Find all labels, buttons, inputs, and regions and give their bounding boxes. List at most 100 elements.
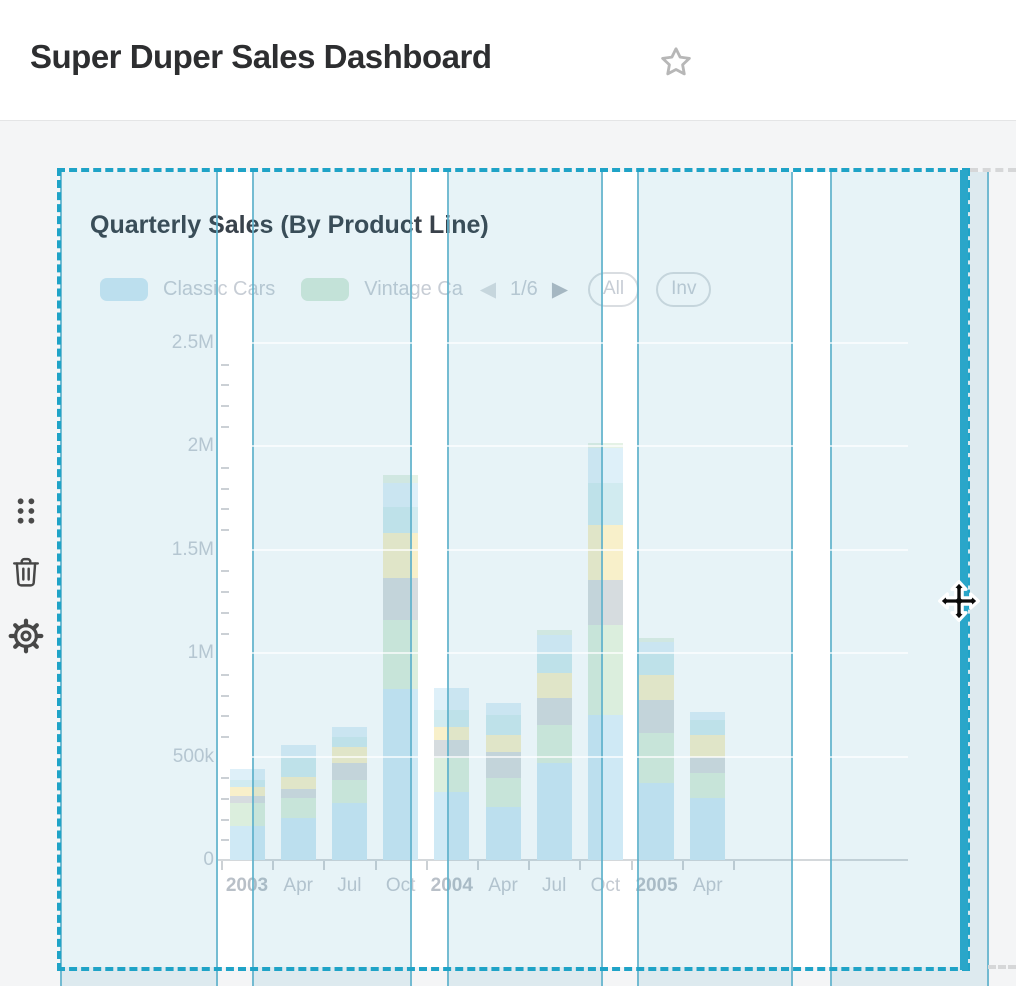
legend-prev-icon[interactable]: ◀ xyxy=(479,277,496,301)
bar-segment[interactable] xyxy=(536,629,572,635)
y-axis-minor-tick xyxy=(221,715,229,718)
y-axis-minor-tick xyxy=(221,529,229,532)
y-axis-label: 2.5M xyxy=(171,332,214,353)
x-axis-tick xyxy=(221,861,223,870)
legend-swatch xyxy=(301,277,350,301)
y-axis-label: 1.5M xyxy=(171,538,214,560)
bar-segment[interactable] xyxy=(331,779,367,803)
x-axis-tick xyxy=(374,861,377,870)
bar-segment[interactable] xyxy=(639,674,675,700)
gear-icon[interactable] xyxy=(8,618,44,654)
x-axis-tick xyxy=(733,861,735,870)
bar-segment[interactable] xyxy=(383,506,419,533)
bar-segment[interactable] xyxy=(229,769,265,780)
bar-segment[interactable] xyxy=(280,776,316,789)
y-axis-minor-tick xyxy=(221,405,229,408)
bar-segment[interactable] xyxy=(434,727,470,741)
bar-segment[interactable] xyxy=(536,763,572,860)
bar-segment[interactable] xyxy=(690,719,726,736)
bar-segment[interactable] xyxy=(639,642,675,653)
bar-segment[interactable] xyxy=(690,711,726,720)
x-axis-label: Oct xyxy=(385,875,416,896)
page-title[interactable]: Super Duper Sales Dashboard xyxy=(30,38,492,75)
bar-segment[interactable] xyxy=(690,772,726,798)
bar-segment[interactable] xyxy=(639,638,675,643)
legend-item[interactable]: Vintage Ca xyxy=(301,277,463,301)
bar-segment[interactable] xyxy=(280,757,316,777)
card-title[interactable]: Quarterly Sales (By Product Line) xyxy=(90,211,489,239)
bar-segment[interactable] xyxy=(229,826,265,860)
bar-segment[interactable] xyxy=(383,474,419,483)
bar-segment[interactable] xyxy=(485,735,521,753)
bar-segment[interactable] xyxy=(536,724,572,763)
y-axis-minor-tick xyxy=(221,570,229,573)
bar-segment[interactable] xyxy=(639,783,675,860)
card-resize-edge[interactable] xyxy=(960,170,968,970)
bar-segment[interactable] xyxy=(280,788,316,798)
bar-segment[interactable] xyxy=(587,524,623,580)
bar-segment[interactable] xyxy=(229,786,265,797)
bar-segment[interactable] xyxy=(690,735,726,757)
x-axis-tick xyxy=(425,861,428,870)
bar-segment[interactable] xyxy=(331,737,367,748)
bar-segment[interactable] xyxy=(485,807,521,860)
bar-segment[interactable] xyxy=(383,688,419,860)
x-axis-label: Apr xyxy=(693,875,723,896)
bar-segment[interactable] xyxy=(434,791,470,860)
bar-segment[interactable] xyxy=(485,778,521,808)
star-icon[interactable] xyxy=(658,44,694,80)
bar-segment[interactable] xyxy=(690,797,726,860)
y-axis-minor-tick xyxy=(221,735,229,738)
bar-segment[interactable] xyxy=(229,779,265,787)
bar-segment[interactable] xyxy=(331,763,367,780)
x-axis-label: Apr xyxy=(283,875,313,896)
bar-segment[interactable] xyxy=(383,532,419,578)
bar-segment[interactable] xyxy=(434,710,470,728)
bar-segment[interactable] xyxy=(587,443,623,449)
bar-segment[interactable] xyxy=(280,797,316,818)
y-axis-minor-tick xyxy=(221,591,229,594)
legend: Classic Cars Vintage Ca xyxy=(100,277,463,301)
bar-segment[interactable] xyxy=(383,577,419,620)
bar-segment[interactable] xyxy=(331,727,367,738)
move-cursor-icon xyxy=(938,580,980,622)
y-axis-minor-tick xyxy=(221,694,229,697)
bar-segment[interactable] xyxy=(639,699,675,733)
bar-segment[interactable] xyxy=(587,448,623,483)
legend-item[interactable]: Classic Cars xyxy=(100,277,275,301)
bar-segment[interactable] xyxy=(434,758,470,792)
bar-segment[interactable] xyxy=(331,802,367,860)
bar-segment[interactable] xyxy=(536,697,572,725)
bar-segment[interactable] xyxy=(383,482,419,507)
toggle-all-button[interactable]: All xyxy=(587,271,640,307)
bar-segment[interactable] xyxy=(587,715,623,860)
bar-segment[interactable] xyxy=(280,818,316,860)
bar-segment[interactable] xyxy=(690,757,726,773)
bar-segment[interactable] xyxy=(639,652,675,675)
x-axis-tick xyxy=(272,861,275,870)
bar-segment[interactable] xyxy=(229,796,265,804)
bar-segment[interactable] xyxy=(229,803,265,827)
y-axis-minor-tick xyxy=(221,797,229,800)
bar-segment[interactable] xyxy=(280,744,316,758)
trash-icon[interactable] xyxy=(11,555,41,589)
bar-segment[interactable] xyxy=(485,752,521,779)
bar-segment[interactable] xyxy=(587,579,623,626)
y-axis-label: 500k xyxy=(172,745,214,767)
bar-segment[interactable] xyxy=(331,747,367,763)
bar-segment[interactable] xyxy=(434,740,470,759)
bar-segment[interactable] xyxy=(485,703,521,716)
bar-segment[interactable] xyxy=(434,688,470,711)
card-ghost-outline-bottom xyxy=(988,965,1016,969)
drag-handle-icon[interactable] xyxy=(15,497,37,525)
bar-segment[interactable] xyxy=(536,651,572,673)
bar-segment[interactable] xyxy=(536,634,572,652)
legend-next-icon[interactable]: ▶ xyxy=(551,277,568,301)
bar-segment[interactable] xyxy=(536,672,572,698)
bar-segment[interactable] xyxy=(587,483,623,525)
bar-segment[interactable] xyxy=(639,733,675,784)
bar-segment[interactable] xyxy=(383,619,419,689)
toggle-inv-button[interactable]: Inv xyxy=(656,271,712,307)
bar-segment[interactable] xyxy=(587,625,623,716)
bar-segment[interactable] xyxy=(485,715,521,736)
